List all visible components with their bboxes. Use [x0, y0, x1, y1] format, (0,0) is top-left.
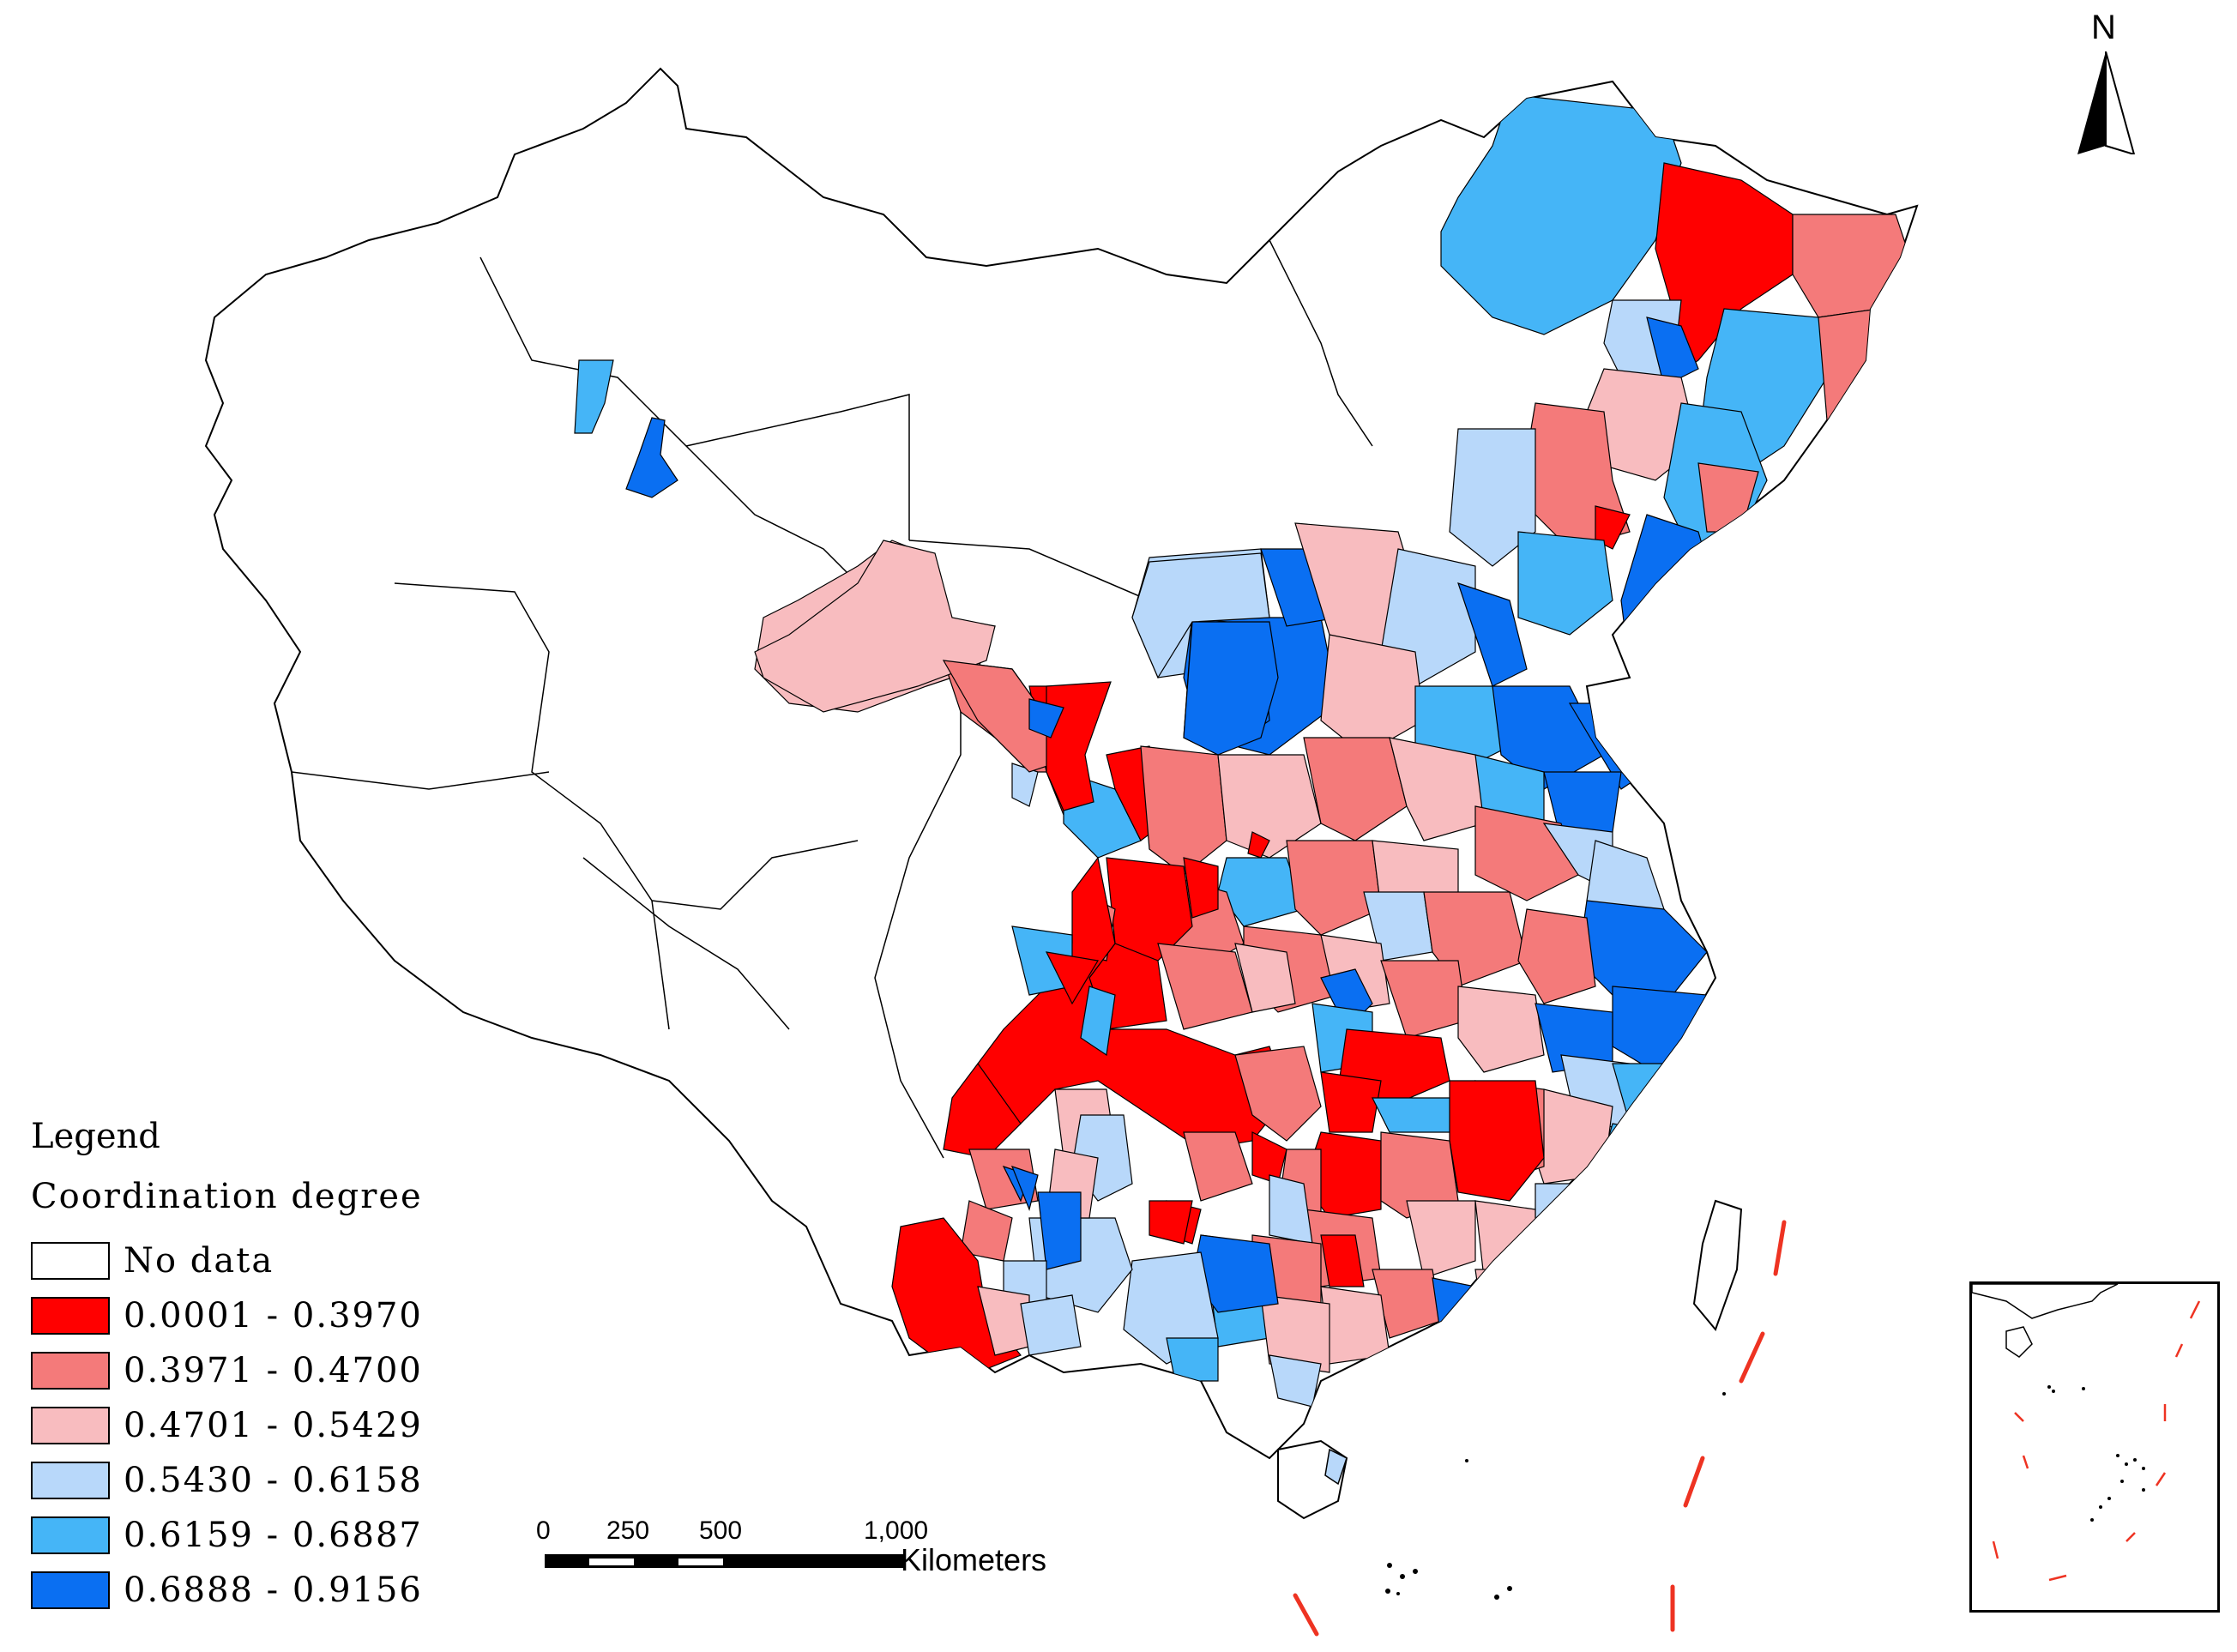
region	[1440, 93, 1682, 335]
legend-item: 0.6888 - 0.9156	[31, 1563, 511, 1618]
legend-label: 0.5430 - 0.6158	[124, 1461, 423, 1500]
region	[574, 359, 614, 434]
region	[1166, 1337, 1219, 1382]
region	[1234, 943, 1296, 1013]
region	[1320, 634, 1425, 756]
region	[1183, 1131, 1253, 1202]
region	[1140, 745, 1227, 876]
legend-item: 0.3971 - 0.4700	[31, 1343, 511, 1398]
region	[1080, 986, 1116, 1057]
legend-item: 0.4701 - 0.5429	[31, 1398, 511, 1453]
region	[1010, 1166, 1039, 1211]
scale-tick-label: 250	[606, 1516, 650, 1545]
region	[1260, 1294, 1330, 1373]
region	[1432, 1277, 1493, 1339]
legend-swatch	[31, 1571, 110, 1609]
region	[1457, 986, 1545, 1073]
legend-swatch	[31, 1462, 110, 1499]
region	[1474, 1269, 1536, 1330]
legend-label: 0.0001 - 0.3970	[124, 1296, 423, 1335]
region	[1149, 1200, 1193, 1245]
island-taiwan	[1692, 1199, 1743, 1331]
legend-label: 0.6888 - 0.9156	[124, 1571, 423, 1610]
region	[1818, 308, 1879, 421]
region	[1046, 681, 1112, 811]
legend: Legend Coordination degree No data 0.0001…	[31, 1117, 511, 1618]
region	[1320, 1234, 1365, 1287]
scale-tick-label: 0	[536, 1516, 551, 1545]
region	[1324, 1448, 1348, 1486]
islets	[1385, 1392, 1726, 1600]
region	[1217, 857, 1305, 927]
region	[1106, 857, 1193, 962]
scale-tick-label: 500	[699, 1516, 743, 1545]
region	[891, 1217, 1022, 1373]
region	[1792, 214, 1914, 318]
legend-swatch	[31, 1297, 110, 1335]
region	[1535, 1183, 1596, 1245]
region	[1406, 1200, 1476, 1279]
scale-bar: 0 250 500 1,000 Kilometers	[536, 1516, 1094, 1577]
legend-swatch	[31, 1242, 110, 1280]
region	[1037, 1191, 1082, 1270]
region	[1389, 737, 1485, 841]
legend-item: 0.0001 - 0.3970	[31, 1288, 511, 1343]
legend-item: 0.6159 - 0.6887	[31, 1508, 511, 1563]
region	[1028, 698, 1064, 739]
region	[1543, 1243, 1579, 1288]
region	[1303, 737, 1408, 841]
north-arrow-icon	[2077, 51, 2136, 154]
north-label: N	[2091, 9, 2116, 46]
legend-label: 0.4701 - 0.5429	[124, 1406, 423, 1445]
legend-label: No data	[124, 1241, 274, 1281]
region	[625, 417, 678, 498]
legend-swatch	[31, 1407, 110, 1444]
nine-dash-line	[1293, 1220, 1787, 1637]
region	[1183, 857, 1219, 919]
legend-item: 0.5430 - 0.6158	[31, 1453, 511, 1508]
region	[1183, 621, 1279, 756]
legend-label: 0.3971 - 0.4700	[124, 1351, 423, 1390]
legend-swatch	[31, 1352, 110, 1390]
region	[1697, 462, 1759, 533]
region	[1320, 1071, 1382, 1133]
legend-swatch	[31, 1516, 110, 1554]
region	[1457, 582, 1528, 687]
legend-subtitle: Coordination degree	[31, 1177, 423, 1216]
region	[960, 1200, 1013, 1262]
region	[1020, 1294, 1082, 1356]
inset-map-graphic	[1971, 1283, 2201, 1582]
region	[1517, 908, 1596, 1004]
region	[754, 540, 996, 713]
scale-bar-graphic	[545, 1554, 905, 1568]
legend-item: No data	[31, 1233, 511, 1288]
inset-map-south-china-sea	[1969, 1281, 2220, 1613]
region	[1286, 840, 1382, 936]
scale-units: Kilometers	[901, 1542, 1047, 1577]
scale-tick-label: 1,000	[864, 1516, 929, 1545]
region	[943, 1062, 1022, 1159]
region	[1234, 1046, 1322, 1142]
region	[1474, 1200, 1536, 1279]
north-arrow: N	[2067, 9, 2144, 154]
region	[1646, 317, 1699, 387]
region	[1045, 951, 1099, 1005]
region	[1449, 428, 1536, 567]
region	[977, 856, 1287, 1150]
legend-title: Legend	[31, 1117, 160, 1156]
legend-label: 0.6159 - 0.6887	[124, 1516, 423, 1555]
region	[1131, 552, 1270, 679]
region	[1449, 1329, 1510, 1373]
region	[1517, 531, 1613, 636]
region	[1595, 505, 1631, 550]
